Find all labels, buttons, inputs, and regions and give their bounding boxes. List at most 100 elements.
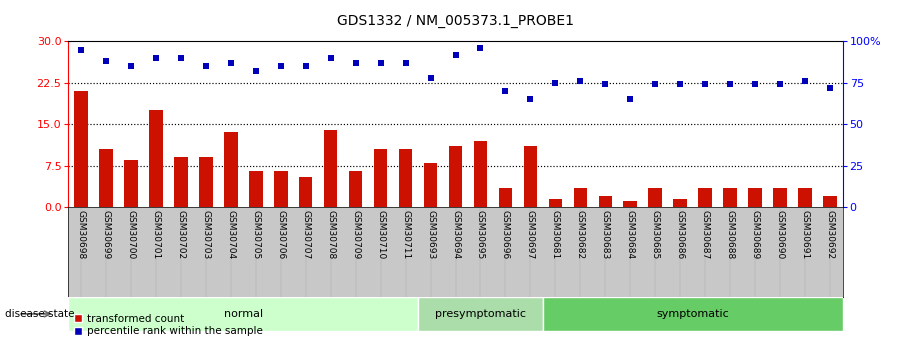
Bar [274,171,288,207]
Point [573,78,588,84]
Point [249,68,263,74]
Text: GSM30703: GSM30703 [201,210,210,259]
Text: GSM30699: GSM30699 [101,210,110,259]
Bar [649,188,662,207]
Point [273,63,288,69]
Text: GSM30702: GSM30702 [176,210,185,259]
Bar [699,188,712,207]
Point [599,82,613,87]
Bar [124,160,138,207]
Text: GSM30705: GSM30705 [251,210,261,259]
Point [823,85,837,90]
Text: GSM30700: GSM30700 [127,210,135,259]
Text: GSM30689: GSM30689 [751,210,760,259]
Point [398,60,413,66]
Bar [374,149,387,207]
Text: GSM30707: GSM30707 [302,210,310,259]
Point [98,59,113,64]
Text: GSM30687: GSM30687 [701,210,710,259]
Bar [623,201,637,207]
Legend: transformed count, percentile rank within the sample: transformed count, percentile rank withi… [74,314,263,336]
Bar [323,130,337,207]
Text: disease state: disease state [5,309,74,319]
Point [748,82,763,87]
Text: GSM30697: GSM30697 [526,210,535,259]
Bar [299,177,312,207]
Text: GSM30704: GSM30704 [226,210,235,259]
Bar [524,146,537,207]
Point [473,45,487,51]
Text: GDS1332 / NM_005373.1_PROBE1: GDS1332 / NM_005373.1_PROBE1 [337,14,574,28]
Text: GSM30685: GSM30685 [650,210,660,259]
Bar [673,199,687,207]
Point [698,82,712,87]
Point [523,97,537,102]
Text: presymptomatic: presymptomatic [435,309,526,319]
Bar [424,163,437,207]
Text: GSM30692: GSM30692 [825,210,834,259]
Text: GSM30688: GSM30688 [726,210,735,259]
Point [124,63,138,69]
Bar [474,141,487,207]
Point [673,82,688,87]
Text: GSM30693: GSM30693 [426,210,435,259]
Bar [148,110,163,207]
Point [173,55,188,61]
Text: GSM30682: GSM30682 [576,210,585,259]
Bar [824,196,837,207]
Text: symptomatic: symptomatic [657,309,729,319]
Point [199,63,213,69]
Bar [249,171,262,207]
Bar [543,297,843,331]
Text: GSM30709: GSM30709 [351,210,360,259]
Point [723,82,738,87]
Text: GSM30701: GSM30701 [151,210,160,259]
Point [448,52,463,57]
Point [773,82,787,87]
Point [74,47,88,52]
Point [298,63,312,69]
Text: GSM30696: GSM30696 [501,210,510,259]
Text: GSM30695: GSM30695 [476,210,485,259]
Bar [574,188,588,207]
Bar [174,157,188,207]
Point [648,82,662,87]
Bar [74,91,87,207]
Point [498,88,513,94]
Bar [224,132,238,207]
Bar [399,149,413,207]
Text: GSM30694: GSM30694 [451,210,460,259]
Bar [773,188,787,207]
Bar [199,157,212,207]
Text: GSM30710: GSM30710 [376,210,385,259]
Point [348,60,363,66]
Bar [723,188,737,207]
Point [223,60,238,66]
Text: GSM30690: GSM30690 [776,210,784,259]
Point [623,97,638,102]
Bar [548,199,562,207]
Point [374,60,388,66]
Bar [68,297,418,331]
Text: GSM30711: GSM30711 [401,210,410,259]
Bar [448,146,463,207]
Text: GSM30706: GSM30706 [276,210,285,259]
Bar [99,149,113,207]
Point [323,55,338,61]
Point [798,78,813,84]
Text: GSM30708: GSM30708 [326,210,335,259]
Bar [349,171,363,207]
Text: GSM30681: GSM30681 [551,210,560,259]
Bar [418,297,543,331]
Text: normal: normal [223,309,262,319]
Point [148,55,163,61]
Point [548,80,563,86]
Bar [599,196,612,207]
Point [424,75,438,81]
Bar [498,188,512,207]
Bar [748,188,763,207]
Bar [798,188,812,207]
Text: GSM30684: GSM30684 [626,210,635,259]
Text: GSM30686: GSM30686 [676,210,685,259]
Text: GSM30683: GSM30683 [601,210,609,259]
